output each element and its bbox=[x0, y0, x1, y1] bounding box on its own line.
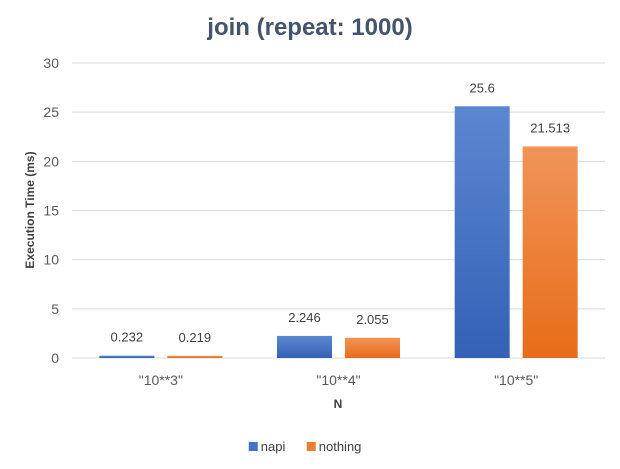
bar-napi bbox=[99, 356, 154, 358]
bar-nothing bbox=[523, 146, 578, 358]
y-tick-label: 25 bbox=[43, 104, 59, 120]
y-tick-label: 0 bbox=[51, 350, 59, 366]
bar-napi bbox=[277, 336, 332, 358]
legend: napi nothing bbox=[249, 439, 362, 454]
data-label: 0.219 bbox=[179, 330, 212, 345]
y-tick-label: 30 bbox=[43, 55, 59, 71]
y-axis-label: Execution Time (ms) bbox=[23, 151, 37, 268]
chart-title: join (repeat: 1000) bbox=[206, 14, 412, 41]
legend-label: napi bbox=[261, 439, 286, 454]
y-tick-label: 10 bbox=[43, 252, 59, 268]
data-label: 2.055 bbox=[356, 312, 389, 327]
x-axis-label: N bbox=[334, 397, 343, 411]
bar-nothing bbox=[345, 338, 400, 358]
legend-swatch-nothing bbox=[307, 442, 316, 451]
legend-swatch-napi bbox=[249, 442, 258, 451]
bar-nothing bbox=[167, 356, 222, 358]
data-label: 2.246 bbox=[288, 310, 321, 325]
y-tick-label: 5 bbox=[51, 301, 59, 317]
y-tick-label: 15 bbox=[43, 203, 59, 219]
legend-label: nothing bbox=[319, 439, 362, 454]
bars bbox=[99, 106, 577, 358]
y-tick-label: 20 bbox=[43, 153, 59, 169]
data-label: 25.6 bbox=[470, 80, 495, 95]
bar-napi bbox=[455, 106, 510, 358]
x-tick-label: "10**3" bbox=[139, 372, 183, 388]
data-label: 0.232 bbox=[111, 330, 144, 345]
y-axis-ticks: 0 5 10 15 20 25 30 bbox=[43, 55, 59, 366]
x-tick-label: "10**5" bbox=[494, 372, 538, 388]
x-axis-ticks: "10**3" "10**4" "10**5" bbox=[139, 372, 539, 388]
x-tick-label: "10**4" bbox=[316, 372, 360, 388]
data-label: 21.513 bbox=[530, 120, 570, 135]
